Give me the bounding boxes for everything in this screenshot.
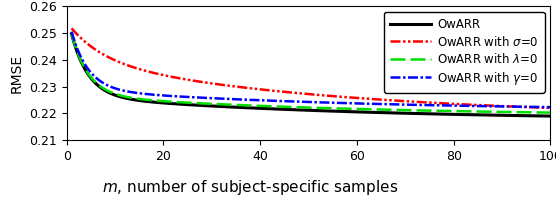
Line: OwARR: OwARR [72, 34, 550, 116]
Y-axis label: RMSE: RMSE [9, 54, 23, 93]
X-axis label: $m$, number of subject-specific samples: $m$, number of subject-specific samples [102, 178, 399, 197]
OwARR [461, 113, 468, 116]
OwARR [299, 109, 305, 111]
OwARR [535, 115, 542, 117]
OwARR with $\gamma$=0 [461, 105, 468, 107]
Line: OwARR with $\gamma$=0: OwARR with $\gamma$=0 [72, 32, 550, 107]
OwARR with $\sigma$=0 [535, 106, 542, 109]
OwARR [296, 109, 302, 111]
OwARR with $\sigma$=0 [299, 92, 305, 95]
Line: OwARR with $\lambda$=0: OwARR with $\lambda$=0 [72, 34, 550, 113]
OwARR with $\sigma$=0 [547, 107, 554, 109]
OwARR with $\sigma$=0 [461, 103, 468, 106]
OwARR with $\sigma$=0 [68, 27, 75, 29]
OwARR with $\sigma$=0 [327, 95, 334, 97]
OwARR with $\gamma$=0 [299, 101, 305, 103]
OwARR [68, 33, 75, 35]
OwARR with $\gamma$=0 [68, 30, 75, 33]
OwARR with $\lambda$=0 [547, 111, 554, 114]
OwARR with $\lambda$=0 [461, 110, 468, 112]
OwARR with $\lambda$=0 [68, 33, 75, 35]
OwARR with $\lambda$=0 [299, 106, 305, 109]
OwARR with $\lambda$=0 [535, 111, 542, 114]
OwARR with $\sigma$=0 [296, 92, 302, 95]
Legend: OwARR, OwARR with $\sigma$=0, OwARR with $\lambda$=0, OwARR with $\gamma$=0: OwARR, OwARR with $\sigma$=0, OwARR with… [384, 12, 544, 92]
OwARR [327, 110, 334, 112]
OwARR with $\gamma$=0 [353, 102, 360, 105]
OwARR with $\gamma$=0 [296, 101, 302, 103]
OwARR with $\gamma$=0 [535, 106, 542, 108]
OwARR with $\lambda$=0 [296, 106, 302, 109]
OwARR with $\lambda$=0 [327, 107, 334, 109]
Line: OwARR with $\sigma$=0: OwARR with $\sigma$=0 [72, 28, 550, 108]
OwARR with $\gamma$=0 [327, 101, 334, 104]
OwARR with $\gamma$=0 [547, 106, 554, 108]
OwARR with $\sigma$=0 [353, 97, 360, 99]
OwARR [547, 115, 554, 117]
OwARR with $\lambda$=0 [353, 108, 360, 110]
OwARR [353, 111, 360, 113]
